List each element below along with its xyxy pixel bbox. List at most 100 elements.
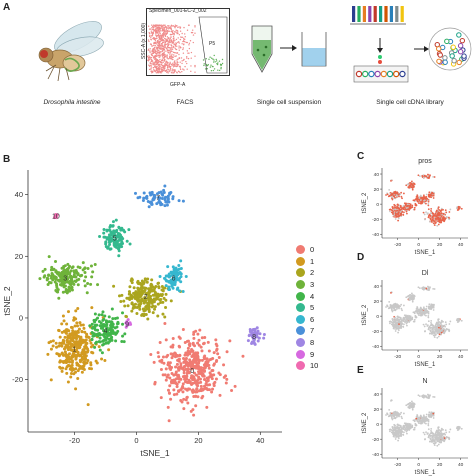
non-expressing-cell bbox=[444, 437, 447, 440]
facs-event bbox=[163, 26, 165, 29]
cluster-4-point bbox=[104, 323, 108, 327]
cluster-8-label: 8 bbox=[252, 334, 256, 341]
cluster-0-point bbox=[183, 353, 187, 357]
expressing-cell bbox=[400, 195, 403, 198]
non-expressing-cell bbox=[430, 212, 433, 214]
cluster-0-point bbox=[177, 390, 181, 394]
cluster-0-point bbox=[169, 368, 173, 372]
cluster-0-point bbox=[198, 328, 202, 332]
cluster-3-point bbox=[89, 282, 93, 286]
facs-event bbox=[171, 50, 173, 53]
facs-event-gfp bbox=[213, 59, 215, 61]
cluster-0-point bbox=[192, 365, 196, 369]
facs-event bbox=[161, 59, 164, 62]
facs-event bbox=[167, 72, 169, 74]
facs-event bbox=[149, 56, 151, 58]
facs-event bbox=[178, 65, 181, 68]
cluster-3-label: 3 bbox=[63, 275, 67, 282]
legend-swatch bbox=[296, 291, 305, 301]
non-expressing-cell bbox=[425, 323, 427, 326]
facs-event bbox=[148, 64, 150, 66]
feature-points bbox=[385, 393, 463, 447]
cluster-1-point bbox=[81, 323, 85, 327]
cluster-0-point bbox=[175, 377, 179, 381]
pipette-tip bbox=[352, 6, 356, 22]
facs-event bbox=[148, 68, 151, 71]
facs-event bbox=[152, 32, 155, 34]
non-expressing-cell bbox=[406, 320, 409, 323]
cluster-4-point bbox=[115, 322, 119, 326]
non-expressing-cell bbox=[437, 323, 440, 326]
facs-event-gfp bbox=[213, 68, 216, 70]
cluster-0-point bbox=[171, 381, 175, 385]
cluster-1-point bbox=[49, 378, 53, 382]
facs-event bbox=[150, 30, 153, 32]
non-expressing-cell bbox=[406, 432, 408, 435]
cluster-5-point bbox=[121, 228, 125, 232]
legend-item-1: 1 bbox=[296, 256, 318, 268]
facs-event bbox=[169, 52, 171, 54]
facs-event bbox=[148, 40, 150, 43]
non-expressing-cell bbox=[388, 300, 391, 303]
cluster-3-point bbox=[55, 284, 59, 288]
cluster-1-point bbox=[66, 354, 70, 358]
cluster-6-point bbox=[163, 276, 167, 280]
legend-item-6: 6 bbox=[296, 314, 318, 326]
facs-event bbox=[173, 69, 175, 71]
facs-event bbox=[150, 32, 153, 34]
cluster-1-point bbox=[63, 350, 67, 354]
non-expressing-cell bbox=[432, 309, 435, 311]
cluster-4-point bbox=[96, 316, 100, 320]
facs-event bbox=[170, 55, 173, 57]
cluster-0-point bbox=[192, 371, 196, 375]
facs-event-gfp bbox=[204, 68, 207, 70]
facs-event bbox=[172, 45, 175, 48]
non-expressing-cell bbox=[406, 428, 409, 431]
facs-event bbox=[159, 45, 162, 47]
facs-event bbox=[154, 26, 156, 28]
expressing-cell bbox=[411, 206, 414, 209]
cluster-4-point bbox=[102, 332, 106, 336]
cluster-3-point bbox=[75, 278, 79, 282]
facs-event bbox=[152, 67, 155, 69]
expressing-cell bbox=[390, 179, 392, 182]
cluster-1-point bbox=[80, 338, 84, 342]
facs-event bbox=[181, 60, 183, 62]
legend-swatch bbox=[296, 268, 305, 278]
facs-event-gfp bbox=[203, 63, 205, 65]
cluster-1-point bbox=[100, 357, 104, 361]
facs-event bbox=[166, 32, 168, 35]
facs-event bbox=[164, 34, 167, 37]
expressing-cell bbox=[430, 221, 433, 223]
facs-event bbox=[161, 54, 163, 57]
facs-plot: Specimen_001-EC-2_002 P5 bbox=[146, 8, 230, 76]
cluster-1-point bbox=[78, 364, 82, 368]
non-expressing-cell bbox=[419, 414, 422, 417]
cluster-1-point bbox=[51, 339, 55, 343]
facs-event bbox=[172, 39, 175, 42]
cluster-0-point bbox=[210, 369, 214, 373]
facs-event bbox=[156, 55, 158, 57]
facs-event bbox=[165, 47, 168, 49]
non-expressing-cell bbox=[416, 414, 419, 417]
non-expressing-cell bbox=[439, 329, 442, 332]
cluster-1-label: 1 bbox=[73, 346, 77, 353]
non-expressing-cell bbox=[394, 438, 397, 440]
expressing-cell bbox=[406, 212, 408, 215]
cluster-1-point bbox=[58, 335, 62, 339]
expressing-cell bbox=[432, 192, 435, 195]
expressing-cell bbox=[429, 194, 431, 197]
non-expressing-cell bbox=[425, 193, 428, 196]
cluster-1-point bbox=[79, 323, 83, 327]
facs-event bbox=[175, 52, 177, 54]
non-expressing-cell bbox=[435, 332, 437, 334]
non-expressing-cell bbox=[394, 208, 397, 211]
cluster-7-point bbox=[168, 191, 172, 195]
cluster-2-point bbox=[147, 302, 151, 306]
facs-event bbox=[194, 55, 196, 57]
non-expressing-cell bbox=[405, 207, 408, 209]
facs-event bbox=[182, 59, 185, 61]
non-expressing-cell bbox=[424, 438, 426, 441]
facs-event bbox=[182, 52, 185, 54]
